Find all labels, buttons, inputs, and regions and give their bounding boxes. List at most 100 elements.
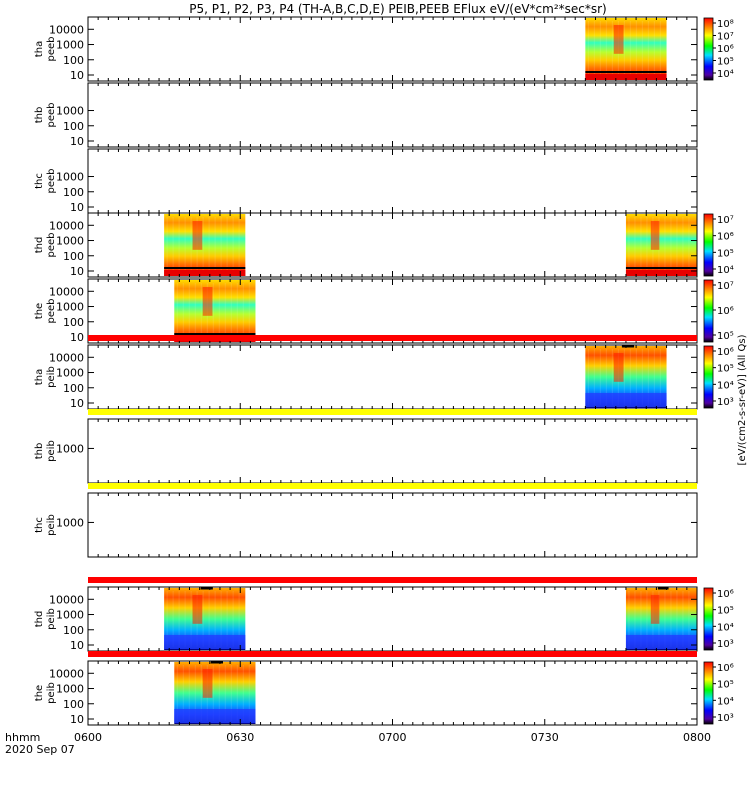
y-tick-label: 1000 <box>56 442 84 455</box>
panel-thb-peib: 1000 thb peib <box>34 409 698 484</box>
y-tick-label: 100 <box>63 382 84 395</box>
colorbar-tick-label: 10⁶ <box>717 347 734 358</box>
y-tick-label: 10000 <box>49 23 84 36</box>
colorbar-tick-label: 10⁷ <box>717 32 734 43</box>
spectrogram-block <box>164 214 246 276</box>
y-label-type: peeb <box>46 103 57 128</box>
y-label-type: peeb <box>46 233 57 258</box>
x-tick-label: 0800 <box>683 731 711 744</box>
flux-peak <box>650 221 660 250</box>
y-tick-label: 10 <box>70 397 84 410</box>
low-energy-band <box>585 74 667 80</box>
spectrogram-block <box>625 214 697 276</box>
y-tick-label: 1000 <box>56 516 84 529</box>
y-tick-label: 10 <box>70 713 84 726</box>
panel-thd-peib: 10 100 1000 10000 thd peib 10³ 10⁴ 10⁵ 10⁶ <box>34 577 734 652</box>
low-energy-band <box>174 709 256 723</box>
flux-peak <box>613 25 624 54</box>
y-tick-label: 10000 <box>49 285 84 298</box>
y-tick-label: 1000 <box>56 39 84 52</box>
y-label-type: peib <box>46 608 57 630</box>
colorbar-tick-label: 10⁶ <box>717 306 734 317</box>
y-label-probe: tha <box>34 369 45 385</box>
x-tick-label: 0600 <box>74 731 102 744</box>
low-energy-band <box>625 270 697 276</box>
flux-peak <box>650 595 660 624</box>
x-tick-label: 0700 <box>379 731 407 744</box>
panel-frame <box>87 492 698 558</box>
flux-peak <box>192 595 203 624</box>
colorbar-tick-label: 10⁷ <box>717 215 734 226</box>
colorbar-tick-label: 10⁵ <box>717 680 734 691</box>
panel-thb-peeb: 10 100 1000 thb peeb <box>34 82 698 148</box>
flux-peak <box>202 287 213 316</box>
y-tick-label: 100 <box>63 186 84 199</box>
colorbar-tick-label: 10⁵ <box>717 331 734 342</box>
colorbar-tick-label: 10³ <box>717 639 734 650</box>
y-tick-label: 1000 <box>56 301 84 314</box>
y-tick-label: 1000 <box>56 171 84 184</box>
y-tick-label: 10000 <box>49 593 84 606</box>
panel-stripe <box>88 483 697 489</box>
y-label-probe: thd <box>34 611 45 628</box>
colorbar <box>703 213 714 277</box>
colorbar-tick-label: 10⁴ <box>717 265 734 276</box>
panel-thc-peib: 1000 thc peib <box>34 483 698 558</box>
panel-the-peeb: 10 100 1000 10000 the peeb 10⁵ 10⁶ 10⁷ <box>34 278 734 344</box>
colorbar-tick-label: 10⁵ <box>717 364 734 375</box>
y-label-probe: thb <box>34 107 45 124</box>
y-tick-label: 10000 <box>49 219 84 232</box>
colorbar-tick-label: 10⁵ <box>717 606 734 617</box>
x-tick-label: 0730 <box>531 731 559 744</box>
y-label-probe: thb <box>34 443 45 460</box>
x-axis-label-date: 2020 Sep 07 <box>5 743 75 756</box>
y-label-type: peib <box>46 514 57 536</box>
y-label-type: peeb <box>46 37 57 62</box>
colorbar-tick-label: 10³ <box>717 713 734 724</box>
y-tick-label: 10 <box>70 265 84 278</box>
y-label-probe: thd <box>34 237 45 254</box>
colorbar-tick-label: 10³ <box>717 397 734 408</box>
y-tick-label: 10 <box>70 69 84 82</box>
y-tick-label: 100 <box>63 250 84 263</box>
panel-stripe <box>88 651 697 657</box>
panel-frame <box>87 82 698 148</box>
panel-tha-peib: 10 100 1000 10000 tha peib 10³ 10⁴ 10⁵ 10⁶ <box>34 335 734 410</box>
y-tick-label: 10 <box>70 201 84 214</box>
y-label-type: peeb <box>46 299 57 324</box>
y-label-probe: thc <box>34 173 45 189</box>
x-axis-label-hhmm: hhmm <box>5 731 40 744</box>
y-tick-label: 100 <box>63 698 84 711</box>
y-label-type: peib <box>46 682 57 704</box>
y-tick-label: 10000 <box>49 351 84 364</box>
y-tick-label: 10 <box>70 639 84 652</box>
panel-thd-peeb: 10 100 1000 10000 thd peeb 10⁴ 10⁵ 10⁶ 10⁷ <box>34 212 734 278</box>
colorbar <box>703 17 714 81</box>
y-label-probe: thc <box>34 517 45 533</box>
flux-peak <box>613 353 624 382</box>
colorbar-tick-label: 10⁸ <box>717 19 734 30</box>
panel-thc-peeb: 10 100 1000 thc peeb <box>34 148 698 214</box>
chart-title: P5, P1, P2, P3, P4 (TH-A,B,C,D,E) PEIB,P… <box>189 2 606 16</box>
panel-frame <box>87 148 698 214</box>
y-tick-label: 10 <box>70 331 84 344</box>
colorbar-tick-label: 10⁶ <box>717 232 734 243</box>
colorbar-tick-label: 10⁷ <box>717 281 734 292</box>
colorbar-tick-label: 10⁶ <box>717 663 734 674</box>
low-energy-band <box>164 270 246 276</box>
panel-stripe <box>88 335 697 341</box>
spectrogram-block <box>174 280 256 342</box>
colorbar <box>703 279 714 343</box>
panel-stripe <box>88 409 697 415</box>
low-energy-band <box>164 635 246 649</box>
y-tick-label: 100 <box>63 120 84 133</box>
y-tick-label: 1000 <box>56 683 84 696</box>
panel-stripe <box>88 577 697 583</box>
colorbar-tick-label: 10⁴ <box>717 380 734 391</box>
y-tick-label: 10 <box>70 135 84 148</box>
colorbar-tick-label: 10⁴ <box>717 622 734 633</box>
panel-the-peib: 10 100 1000 10000 the peib 10³ 10⁴ 10⁵ 10⁶ <box>34 651 734 726</box>
y-label-type: peeb <box>46 169 57 194</box>
